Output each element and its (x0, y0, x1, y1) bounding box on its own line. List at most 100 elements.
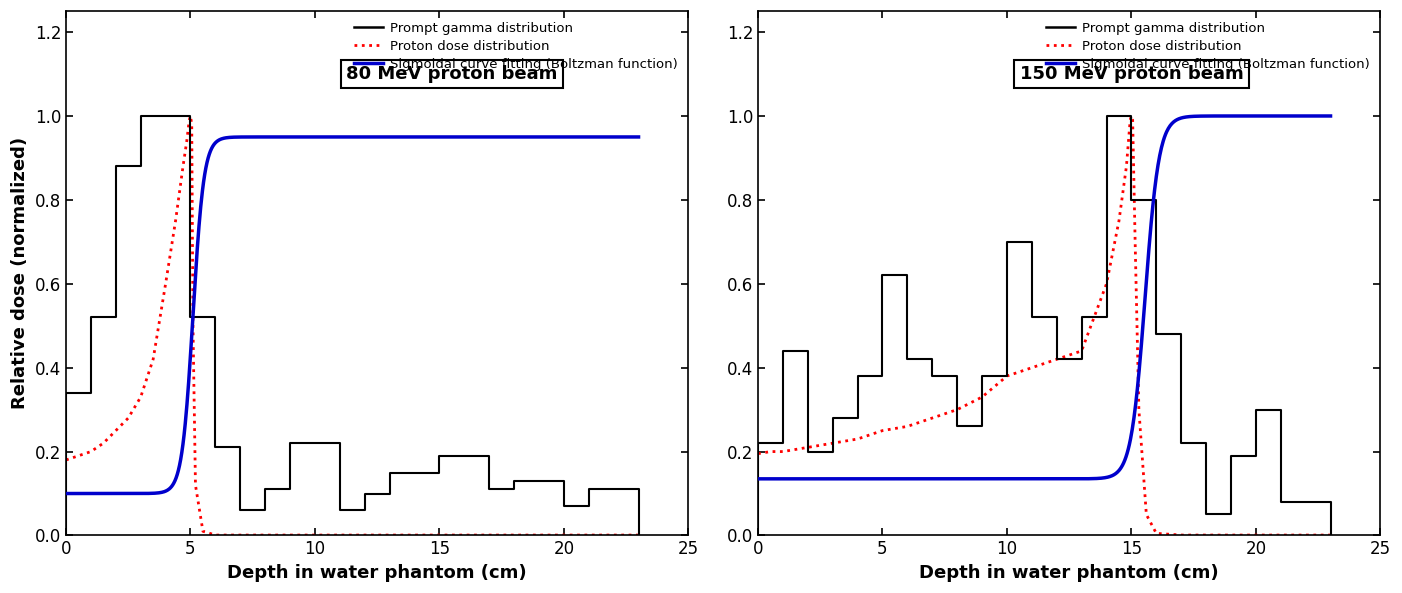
Proton dose distribution (1130, 406, 1147, 413)
Line: Sigmoidal curve fitting (Boltzman function): Sigmoidal curve fitting (Boltzman functi… (66, 137, 638, 493)
Prompt gamma distribution (555, 477, 572, 484)
Sigmoidal curve fitting (Boltzman function) (629, 133, 646, 141)
Proton dose distribution (178, 138, 195, 145)
Proton dose distribution (1173, 531, 1190, 538)
Proton dose distribution (186, 482, 203, 489)
Line: Proton dose distribution: Proton dose distribution (66, 116, 638, 535)
Proton dose distribution (430, 531, 447, 538)
Proton dose distribution (1073, 347, 1089, 355)
Line: Prompt gamma distribution: Prompt gamma distribution (66, 116, 638, 535)
Proton dose distribution (181, 117, 198, 124)
X-axis label: Depth in water phantom (cm): Depth in water phantom (cm) (920, 564, 1218, 582)
Line: Prompt gamma distribution: Prompt gamma distribution (758, 116, 1330, 535)
Proton dose distribution (144, 356, 161, 363)
Prompt gamma distribution (132, 113, 149, 120)
Line: Sigmoidal curve fitting (Boltzman function): Sigmoidal curve fitting (Boltzman functi… (758, 116, 1330, 479)
Proton dose distribution (108, 427, 125, 434)
Prompt gamma distribution (1248, 452, 1265, 460)
Sigmoidal curve fitting (Boltzman function) (310, 133, 327, 141)
Proton dose distribution (1123, 113, 1140, 120)
Sigmoidal curve fitting (Boltzman function) (386, 133, 402, 141)
Prompt gamma distribution (1098, 113, 1115, 120)
Proton dose distribution (899, 423, 916, 430)
Proton dose distribution (924, 415, 941, 422)
Prompt gamma distribution (924, 356, 941, 363)
Y-axis label: Relative dose (normalized): Relative dose (normalized) (11, 137, 29, 409)
Prompt gamma distribution (381, 490, 398, 497)
Proton dose distribution (182, 113, 199, 120)
Sigmoidal curve fitting (Boltzman function) (116, 490, 133, 497)
Proton dose distribution (973, 394, 990, 401)
Proton dose distribution (175, 162, 192, 170)
X-axis label: Depth in water phantom (cm): Depth in water phantom (cm) (227, 564, 527, 582)
Proton dose distribution (195, 528, 212, 535)
Proton dose distribution (57, 457, 74, 464)
Sigmoidal curve fitting (Boltzman function) (289, 133, 306, 141)
Proton dose distribution (506, 531, 523, 538)
Proton dose distribution (850, 435, 866, 442)
Proton dose distribution (184, 121, 200, 128)
Sigmoidal curve fitting (Boltzman function) (750, 475, 767, 482)
Proton dose distribution (774, 448, 791, 455)
Prompt gamma distribution (1073, 356, 1089, 363)
Legend: Prompt gamma distribution, Proton dose distribution, Sigmoidal curve fitting (Bo: Prompt gamma distribution, Proton dose d… (350, 18, 681, 75)
Text: 150 MeV proton beam: 150 MeV proton beam (1019, 65, 1244, 83)
Proton dose distribution (119, 415, 136, 422)
Proton dose distribution (95, 439, 112, 447)
Proton dose distribution (83, 448, 100, 455)
Proton dose distribution (231, 531, 248, 538)
Text: 80 MeV proton beam: 80 MeV proton beam (346, 65, 558, 83)
Proton dose distribution (763, 448, 780, 455)
Sigmoidal curve fitting (Boltzman function) (1143, 219, 1159, 227)
Proton dose distribution (998, 372, 1015, 380)
Proton dose distribution (1127, 238, 1144, 246)
Sigmoidal curve fitting (Boltzman function) (981, 475, 998, 482)
Proton dose distribution (750, 450, 767, 457)
Proton dose distribution (1049, 356, 1066, 363)
Sigmoidal curve fitting (Boltzman function) (57, 490, 74, 497)
Sigmoidal curve fitting (Boltzman function) (1002, 475, 1019, 482)
Prompt gamma distribution (1322, 532, 1339, 539)
Prompt gamma distribution (555, 477, 572, 484)
Proton dose distribution (1322, 531, 1339, 538)
Proton dose distribution (1117, 162, 1134, 170)
Legend: Prompt gamma distribution, Proton dose distribution, Sigmoidal curve fitting (Bo: Prompt gamma distribution, Proton dose d… (1043, 18, 1374, 75)
Sigmoidal curve fitting (Boltzman function) (1196, 113, 1213, 120)
Proton dose distribution (629, 531, 646, 538)
Proton dose distribution (1297, 531, 1314, 538)
Proton dose distribution (1023, 364, 1040, 371)
Proton dose distribution (1197, 531, 1214, 538)
Prompt gamma distribution (629, 532, 646, 539)
Sigmoidal curve fitting (Boltzman function) (808, 475, 824, 482)
Proton dose distribution (282, 531, 299, 538)
Prompt gamma distribution (1248, 452, 1265, 460)
Sigmoidal curve fitting (Boltzman function) (451, 133, 468, 141)
Proton dose distribution (185, 322, 202, 329)
Proton dose distribution (949, 406, 966, 413)
Proton dose distribution (1098, 280, 1115, 288)
Proton dose distribution (873, 427, 890, 434)
Proton dose distribution (132, 394, 149, 401)
Line: Proton dose distribution: Proton dose distribution (758, 116, 1330, 535)
Proton dose distribution (799, 444, 816, 451)
Proton dose distribution (167, 217, 184, 224)
Proton dose distribution (1138, 511, 1155, 518)
Sigmoidal curve fitting (Boltzman function) (1322, 113, 1339, 120)
Prompt gamma distribution (824, 448, 841, 455)
Proton dose distribution (1148, 530, 1165, 537)
Proton dose distribution (580, 531, 597, 538)
Proton dose distribution (70, 452, 87, 460)
Proton dose distribution (1122, 117, 1138, 124)
Proton dose distribution (356, 531, 373, 538)
Proton dose distribution (207, 531, 224, 538)
Prompt gamma distribution (57, 532, 74, 539)
Prompt gamma distribution (750, 532, 767, 539)
Proton dose distribution (1248, 531, 1265, 538)
Prompt gamma distribution (873, 272, 890, 279)
Sigmoidal curve fitting (Boltzman function) (515, 133, 531, 141)
Prompt gamma distribution (231, 507, 248, 514)
Proton dose distribution (1110, 217, 1127, 224)
Prompt gamma distribution (132, 162, 149, 170)
Sigmoidal curve fitting (Boltzman function) (1206, 113, 1223, 120)
Sigmoidal curve fitting (Boltzman function) (505, 133, 522, 141)
